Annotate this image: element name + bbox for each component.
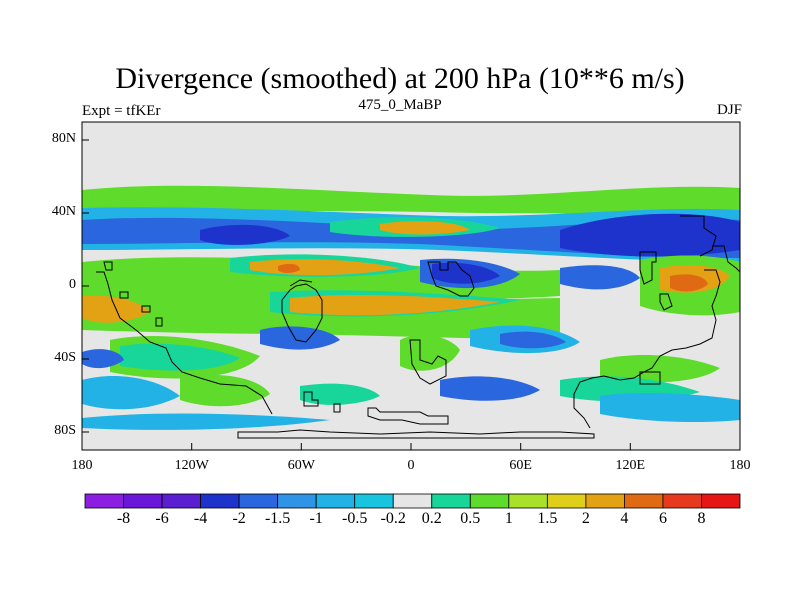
colorbar-label: -0.2: [380, 510, 406, 527]
colorbar-label: -8: [116, 510, 131, 527]
colorbar-label: 2: [581, 510, 590, 527]
coastline-segment: [573, 269, 721, 429]
longitude-label: 0: [407, 458, 415, 473]
divergence-contour: [82, 413, 330, 430]
colorbar-label: 6: [658, 510, 667, 527]
divergence-contour: [120, 343, 240, 371]
experiment-label: Expt = tfKEr: [82, 103, 161, 119]
divergence-contour: [82, 375, 180, 410]
colorbar-swatch: [161, 493, 201, 509]
colorbar-swatch: [84, 493, 124, 509]
colorbar-label: 4: [620, 510, 629, 527]
colorbar-label: -2: [232, 510, 246, 527]
axis-ticks: [81, 139, 741, 450]
latitude-label: 40N: [51, 204, 76, 219]
colorbar-swatch: [546, 493, 587, 509]
divergence-field: [82, 185, 740, 430]
colorbar-label: -4: [193, 510, 208, 527]
colorbar-label: 1: [504, 510, 513, 527]
divergence-contour: [560, 265, 640, 290]
coastline-segment: [680, 215, 717, 257]
latitude-label: 0: [69, 277, 76, 292]
coastline: [96, 215, 740, 439]
longitude-label: 60E: [509, 458, 532, 473]
divergence-contour: [300, 383, 380, 405]
colorbar-label: 0.5: [460, 510, 481, 527]
colorbar-swatch: [392, 493, 433, 509]
longitude-label: 180: [71, 458, 93, 473]
colorbar-swatch: [469, 493, 510, 509]
divergence-contour: [260, 326, 340, 350]
colorbar-swatch: [315, 493, 356, 509]
coastline-segment: [659, 293, 673, 311]
coastline-segment: [119, 291, 129, 299]
coastline-segment: [103, 261, 113, 271]
colorbar-label: 1.5: [537, 510, 558, 527]
divergence-contour: [380, 221, 470, 235]
latitude-label: 40S: [54, 350, 76, 365]
divergence-contour: [180, 374, 270, 407]
coastline-segment: [333, 403, 341, 413]
coastline-segment: [289, 279, 313, 287]
colorbar-swatch: [123, 493, 163, 509]
colorbar-swatch: [624, 493, 664, 509]
colorbar-swatch: [701, 493, 741, 509]
divergence-contour: [82, 349, 124, 369]
colorbar-swatch: [200, 493, 240, 509]
coastline-segment: [639, 371, 661, 385]
divergence-contour: [600, 393, 740, 422]
coastline-segment: [712, 245, 740, 273]
divergence-contour: [200, 224, 290, 245]
coastline-segment: [141, 305, 151, 313]
colorbar-label: -1.5: [264, 510, 291, 527]
colorbar-label: -6: [155, 510, 169, 527]
colorbar-label: -1: [309, 510, 323, 527]
divergence-contour: [290, 295, 500, 316]
colorbar-swatch: [238, 493, 279, 509]
colorbar-label: -0.5: [342, 510, 368, 527]
colorbar-swatch: [277, 493, 317, 509]
divergence-contour: [278, 263, 300, 273]
divergence-contour: [400, 335, 460, 371]
coastline-segment: [409, 339, 447, 385]
colorbar-swatch: [662, 493, 702, 509]
divergence-contour: [600, 354, 720, 383]
coastline-segment: [237, 429, 595, 439]
colorbar-swatch: [508, 493, 548, 509]
coastline-segment: [427, 261, 475, 297]
coastline-segment: [303, 391, 319, 407]
divergence-contour: [440, 376, 540, 401]
divergence-contour: [560, 213, 740, 257]
longitude-label: 120E: [615, 458, 646, 473]
colorbar-swatch: [354, 493, 394, 509]
coastline-segment: [367, 407, 449, 425]
coastline-segment: [155, 317, 163, 327]
divergence-contour: [82, 185, 740, 215]
divergence-contour: [500, 331, 566, 349]
colorbar: [84, 493, 741, 509]
colorbar-label: 0.2: [421, 510, 442, 527]
longitude-label: 60W: [287, 458, 315, 473]
coastline-segment: [96, 271, 273, 415]
colorbar-swatch: [431, 493, 471, 509]
season-label: DJF: [716, 102, 742, 118]
longitude-label: 180: [729, 458, 751, 473]
colorbar-label: 8: [697, 510, 706, 527]
divergence-contour: [670, 274, 708, 292]
chart-title: Divergence (smoothed) at 200 hPa (10**6 …: [115, 62, 685, 95]
latitude-label: 80S: [54, 423, 76, 438]
coastline-segment: [639, 251, 657, 285]
coastline-segment: [281, 283, 323, 343]
longitude-label: 120W: [174, 458, 209, 473]
colorbar-swatch: [585, 493, 625, 509]
latitude-label: 80N: [51, 131, 76, 146]
period-label: 475_0_MaBP: [358, 97, 442, 113]
